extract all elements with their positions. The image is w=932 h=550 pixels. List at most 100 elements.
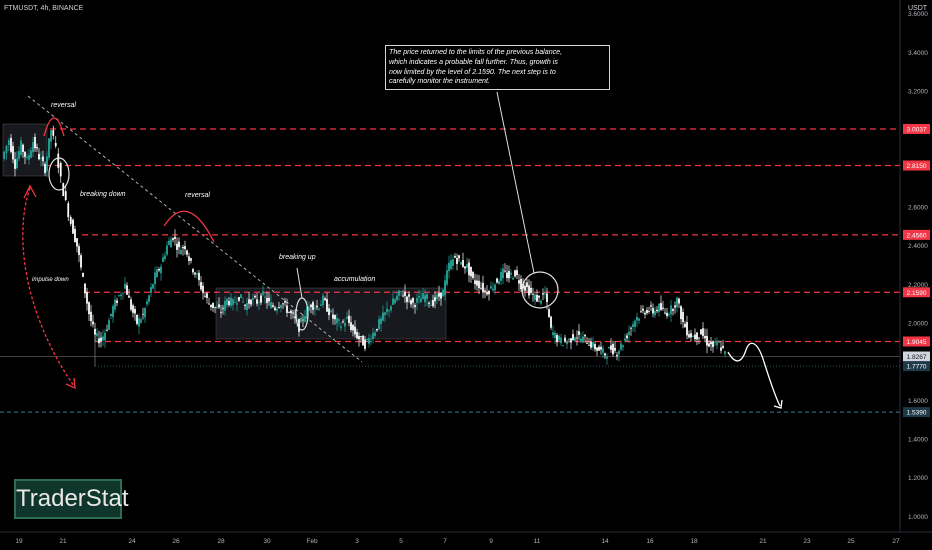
candle-body [604, 353, 606, 356]
candle-body [650, 305, 652, 307]
candle-body [516, 270, 518, 276]
candle-body [280, 305, 282, 308]
y-tick-label: 3.2000 [908, 89, 928, 96]
candle-body [348, 315, 350, 323]
candle-body [594, 343, 596, 350]
candle-body [256, 299, 258, 304]
candle-body [470, 266, 472, 277]
candle-body [562, 345, 564, 347]
candle-body [356, 332, 358, 339]
candle-body [578, 331, 580, 335]
candle-body [464, 266, 466, 269]
x-tick-label: 21 [759, 538, 767, 545]
candle-body [192, 269, 194, 273]
candle-body [404, 291, 406, 297]
candle-body [62, 183, 65, 197]
candle-body [406, 296, 408, 303]
impulse-up-arrowhead [23, 184, 37, 199]
price-level-badge-label: 1.5390 [907, 410, 927, 417]
candle-body [38, 153, 40, 160]
x-tick-label: 26 [172, 538, 180, 545]
candle-body [506, 272, 508, 279]
candle-body [588, 344, 590, 346]
candle-body [564, 337, 566, 342]
forecast-path [727, 342, 781, 407]
y-tick-label: 1.2000 [908, 475, 928, 482]
candle-body [162, 257, 164, 262]
candle-body [154, 272, 156, 285]
candle-body [92, 321, 94, 325]
candle-body [150, 287, 152, 293]
candle-body [306, 306, 308, 318]
candle-body [514, 270, 516, 277]
candle-body [46, 156, 48, 172]
candle-body [644, 312, 646, 315]
candle-body [560, 337, 562, 344]
candle-body [12, 146, 14, 160]
candle-body [448, 262, 450, 272]
price-level-badge-label: 1.8267 [907, 354, 927, 361]
candle-body [706, 335, 708, 346]
candle-body [626, 335, 628, 339]
candle-body [116, 300, 118, 303]
candle-body [630, 327, 632, 329]
candle-body [358, 336, 360, 340]
candle-body [458, 255, 460, 259]
price-level-badge-label: 2.4560 [907, 232, 927, 239]
candle-body [622, 345, 624, 348]
candle-body [718, 342, 720, 343]
candle-body [376, 328, 378, 331]
candle-body [548, 309, 550, 318]
candle-body [324, 298, 326, 301]
candle-body [648, 310, 650, 312]
candle-body [362, 335, 364, 346]
candle-body [698, 337, 700, 339]
candle-body [444, 280, 446, 296]
symbol-header[interactable]: FTMUSDT, 4h, BINANCE [4, 5, 84, 12]
candle-body [352, 324, 354, 331]
candle-body [430, 305, 432, 307]
candle-body [284, 301, 286, 303]
drawings [22, 91, 783, 409]
candle-body [574, 337, 576, 341]
candle-body [246, 303, 248, 311]
candle-body [418, 296, 420, 298]
candle-body [48, 138, 50, 158]
candle-body [298, 319, 300, 332]
candle-body [550, 316, 552, 328]
candle-body [572, 333, 574, 340]
price-axis: 4.00003.80003.60003.40003.20002.60002.40… [899, 0, 930, 532]
candle-body [676, 297, 678, 308]
candle-body [130, 299, 132, 310]
candle-body [244, 304, 246, 306]
candle-body [262, 291, 264, 295]
candle-body [468, 262, 470, 276]
candle-body [312, 302, 314, 310]
candle-body [98, 338, 100, 344]
candle-body [190, 258, 192, 261]
candle-body [346, 316, 348, 319]
candle-body [478, 280, 480, 289]
candle-body [656, 309, 658, 312]
candle-body [668, 314, 670, 316]
candle-body [498, 280, 500, 285]
candle-body [186, 250, 188, 255]
candle-body [586, 342, 588, 344]
candle-body [286, 305, 288, 313]
candle-body [642, 308, 644, 311]
candle-body [600, 346, 602, 350]
candle-body [282, 303, 284, 305]
candle-body [502, 268, 504, 279]
candle-body [662, 307, 664, 309]
reversal-arc-left [43, 117, 65, 137]
candle-body [390, 306, 392, 311]
candle-body [126, 285, 128, 295]
label-breaking-up: breaking up [279, 254, 316, 261]
candle-body [276, 308, 278, 311]
candle-body [558, 335, 560, 341]
candle-body [232, 299, 234, 305]
candle-body [20, 140, 22, 155]
callout-pointer [496, 91, 535, 274]
candle-body [414, 305, 416, 308]
